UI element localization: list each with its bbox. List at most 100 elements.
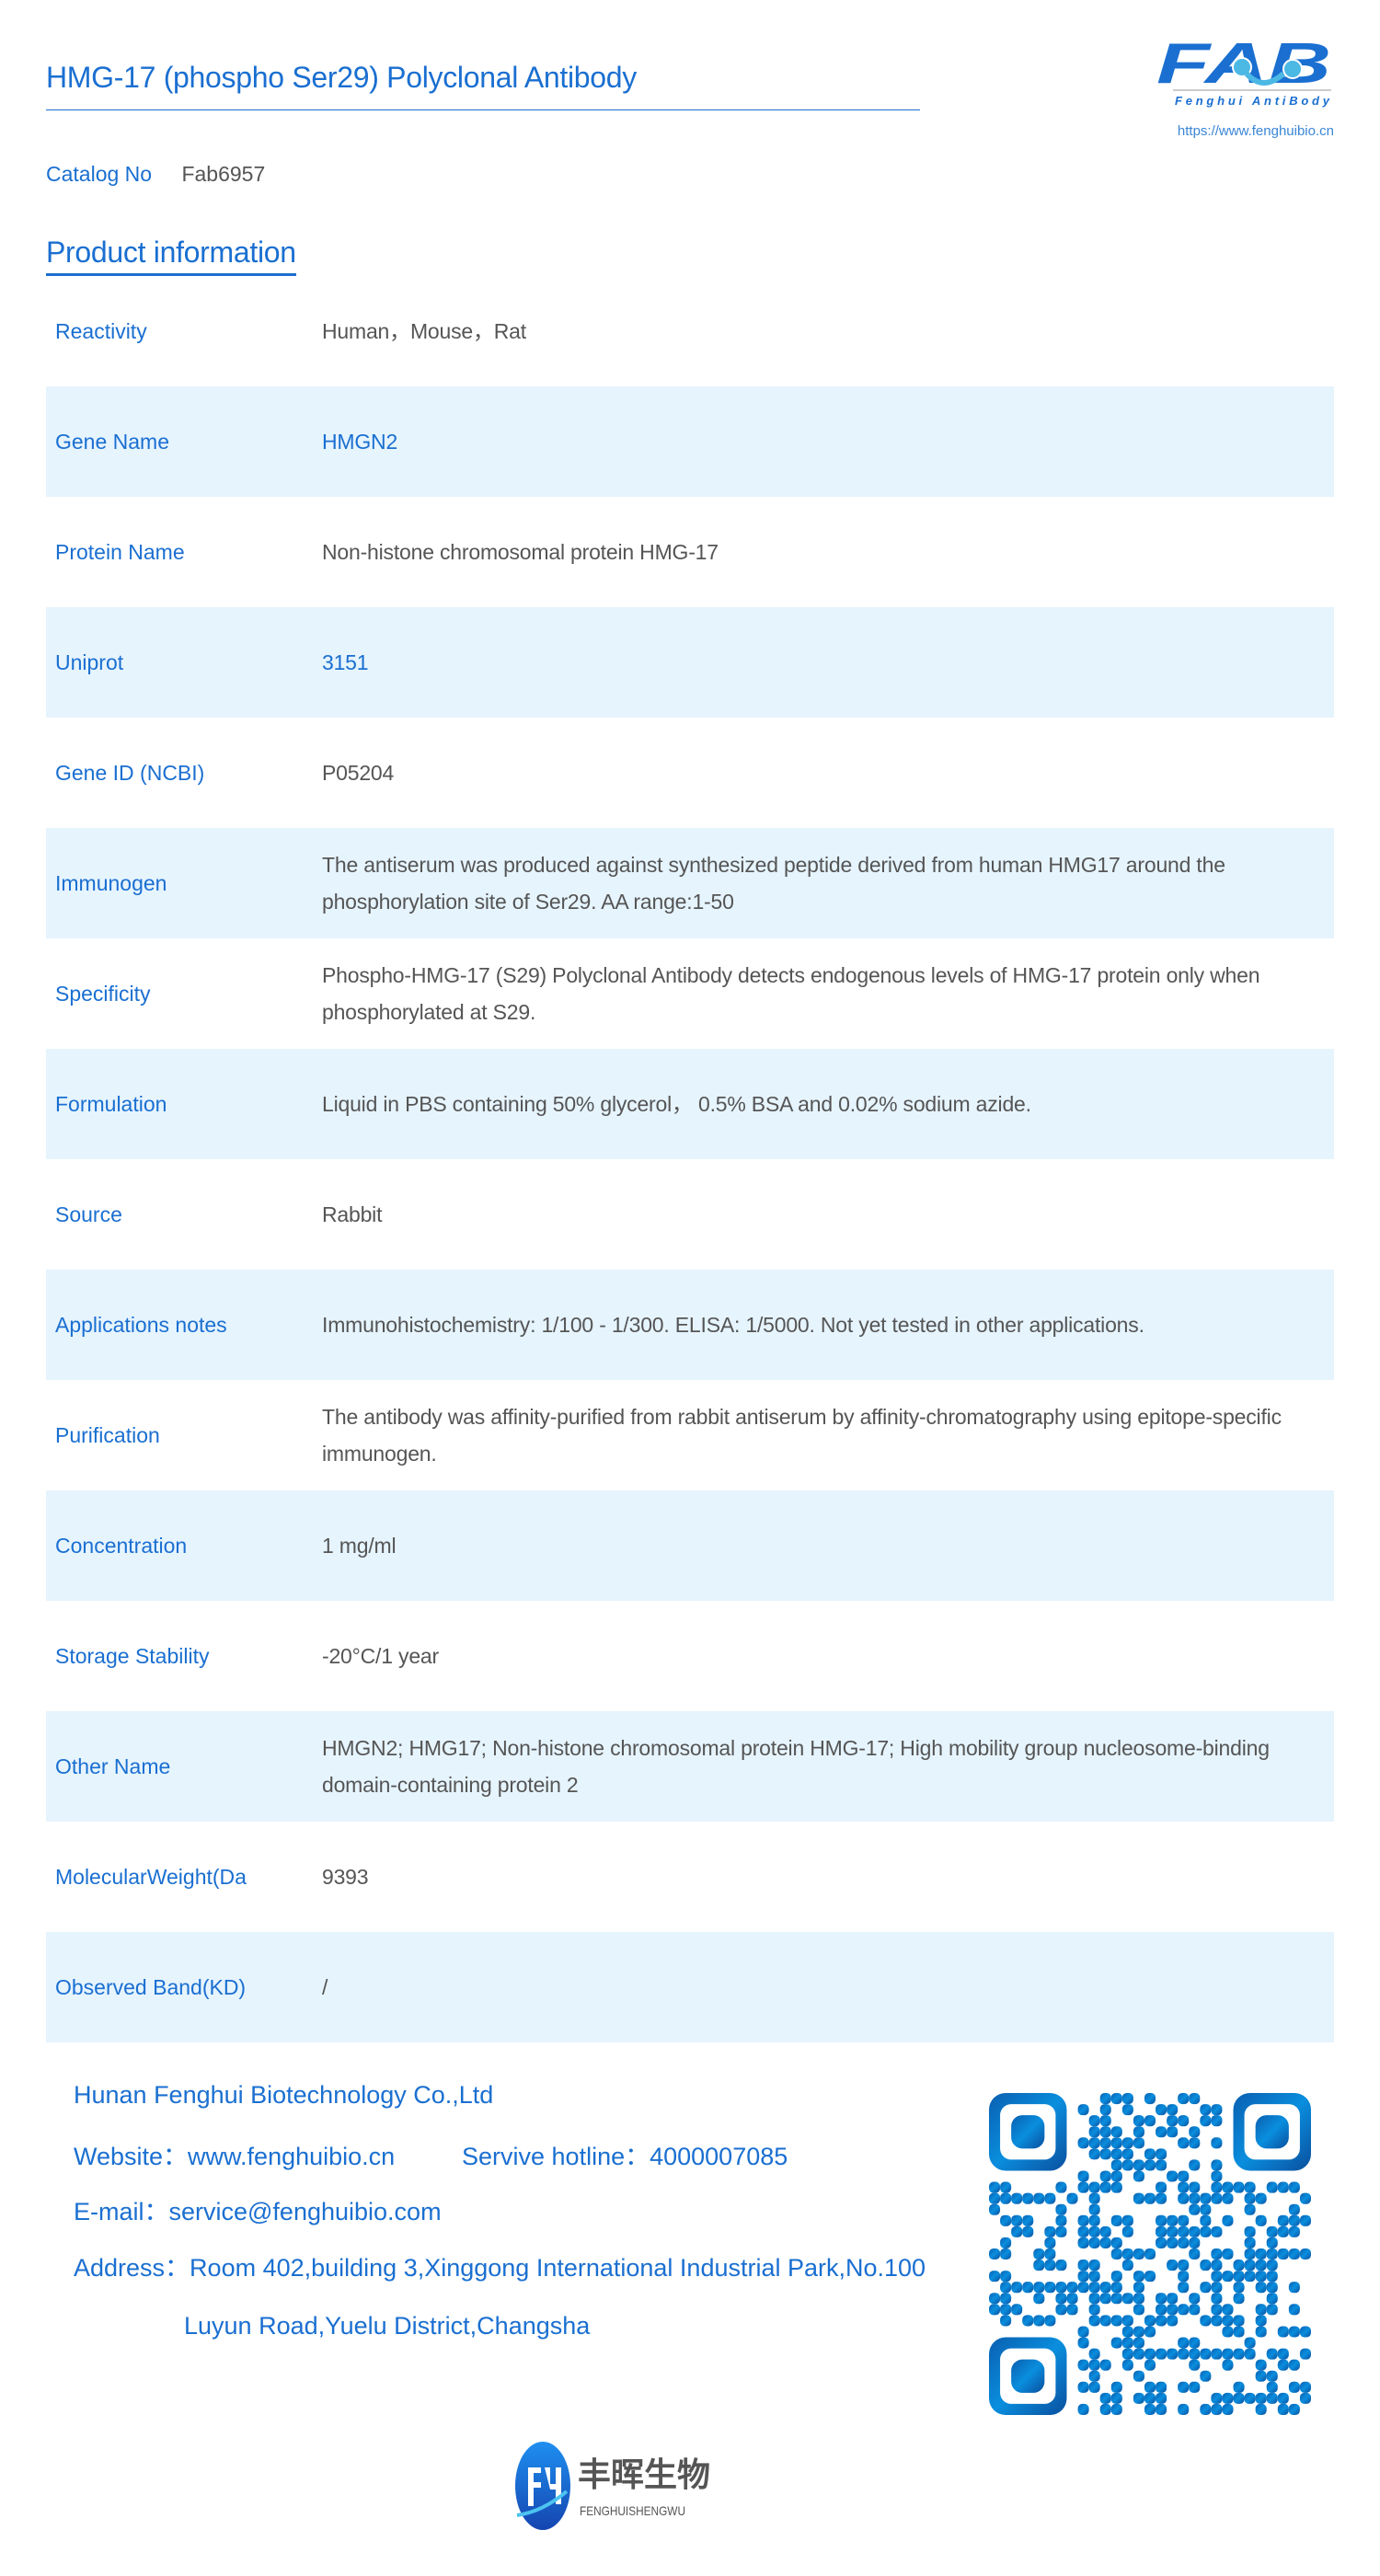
website[interactable]: Website：www.fenghuibio.cn — [74, 2143, 396, 2170]
qr-module — [1244, 2203, 1256, 2215]
catalog-value: Fab6957 — [181, 162, 266, 186]
qr-module — [1110, 2337, 1122, 2349]
fab-logo: FAB Fenghui AntiBody — [1156, 35, 1331, 108]
qr-module — [1156, 2315, 1167, 2327]
qr-module — [1144, 2348, 1156, 2360]
qr-finder-center — [1255, 2115, 1289, 2149]
qr-module — [1110, 2237, 1122, 2248]
qr-module — [1099, 2237, 1111, 2248]
qr-module — [1144, 2115, 1156, 2127]
qr-module — [1110, 2392, 1122, 2404]
qr-module — [1077, 2271, 1089, 2283]
qr-module — [1044, 2315, 1056, 2327]
qr-module — [1099, 2148, 1111, 2160]
qr-module — [1244, 2248, 1256, 2260]
title-divider — [46, 109, 920, 110]
qr-module — [1033, 2192, 1045, 2204]
qr-module — [1121, 2348, 1133, 2360]
logo-url[interactable]: https://www.fenghuibio.cn — [1177, 123, 1334, 139]
row-label: Protein Name — [55, 539, 185, 564]
qr-module — [1167, 2293, 1179, 2305]
qr-module — [1266, 2181, 1278, 2193]
qr-module — [1110, 2403, 1122, 2415]
qr-module — [1178, 2337, 1190, 2349]
qr-module — [1144, 2403, 1156, 2415]
row-label: Concentration — [55, 1533, 188, 1558]
qr-module — [1288, 2326, 1300, 2338]
qr-module — [1233, 2392, 1245, 2404]
catalog-label: Catalog No — [46, 162, 153, 186]
qr-module — [1255, 2248, 1267, 2260]
qr-module — [1178, 2237, 1190, 2248]
table-row: Source Rabbit — [46, 1159, 1334, 1270]
row-value[interactable]: 3151 — [322, 650, 369, 674]
qr-module — [1144, 2315, 1156, 2327]
qr-module — [1000, 2315, 1012, 2327]
qr-module — [1299, 2214, 1311, 2226]
row-value: Phospho-HMG-17 (S29) Polyclonal Antibody… — [322, 963, 1260, 1024]
qr-module — [1144, 2248, 1156, 2260]
email[interactable]: E-mail：service@fenghuibio.com — [74, 2198, 442, 2225]
qr-module — [1266, 2248, 1278, 2260]
qr-module — [1200, 2203, 1212, 2215]
qr-module — [1233, 2326, 1245, 2338]
row-label: Storage Stability — [55, 1643, 210, 1668]
table-row: Specificity Phospho-HMG-17 (S29) Polyclon… — [46, 938, 1334, 1049]
row-value: The antiserum was produced against synth… — [322, 853, 1225, 914]
qr-module — [1044, 2192, 1056, 2204]
qr-module — [989, 2271, 1001, 2283]
qr-module — [1033, 2282, 1045, 2294]
qr-module — [1121, 2260, 1133, 2271]
qr-module — [1088, 2203, 1100, 2215]
qr-module — [1189, 2159, 1201, 2171]
qr-module — [1211, 2159, 1223, 2171]
qr-module — [1022, 2225, 1034, 2237]
qr-module — [1110, 2148, 1122, 2160]
qr-module — [1000, 2192, 1012, 2204]
qr-module — [1000, 2248, 1012, 2260]
qr-module — [1066, 2304, 1078, 2316]
row-value: -20°C/1 year — [322, 1644, 439, 1668]
qr-module — [1233, 2381, 1245, 2393]
qr-module — [1222, 2359, 1234, 2371]
qr-module — [1277, 2214, 1289, 2226]
qr-module — [1266, 2293, 1278, 2305]
qr-module — [1167, 2225, 1179, 2237]
table-row: MolecularWeight(Da 9393 — [46, 1822, 1334, 1932]
qr-module — [1077, 2260, 1089, 2271]
qr-module — [1200, 2370, 1212, 2382]
qr-module — [1266, 2381, 1278, 2393]
qr-module — [1000, 2271, 1012, 2283]
qr-module — [1288, 2304, 1300, 2316]
row-value[interactable]: HMGN2 — [322, 430, 398, 454]
row-value: 1 mg/ml — [322, 1534, 397, 1558]
qr-module — [1156, 2126, 1167, 2138]
qr-module — [1211, 2248, 1223, 2260]
qr-module — [1133, 2248, 1144, 2260]
qr-module — [1077, 2104, 1089, 2116]
qr-module — [1156, 2381, 1167, 2393]
qr-module — [1077, 2282, 1089, 2294]
qr-module — [1244, 2337, 1256, 2349]
qr-module — [1099, 2137, 1111, 2149]
qr-module — [1211, 2181, 1223, 2193]
qr-module — [1099, 2170, 1111, 2182]
qr-module — [1277, 2225, 1289, 2237]
qr-module — [1121, 2137, 1133, 2149]
qr-module — [1077, 2225, 1089, 2237]
qr-module — [1299, 2381, 1311, 2393]
qr-module — [1144, 2093, 1156, 2105]
qr-module — [1033, 2260, 1045, 2271]
table-row: Other Name HMGN2; HMG17; Non-histone chro… — [46, 1711, 1334, 1822]
qr-module — [1066, 2192, 1078, 2204]
qr-module — [1088, 2148, 1100, 2160]
qr-module — [1000, 2293, 1012, 2305]
qr-module — [1156, 2181, 1167, 2193]
qr-module — [1011, 2225, 1023, 2237]
qr-module — [1288, 2181, 1300, 2193]
row-value: The antibody was affinity-purified from … — [322, 1405, 1282, 1466]
qr-module — [989, 2203, 1001, 2215]
qr-module — [1255, 2392, 1267, 2404]
qr-module — [1055, 2282, 1067, 2294]
qr-module — [1088, 2370, 1100, 2382]
